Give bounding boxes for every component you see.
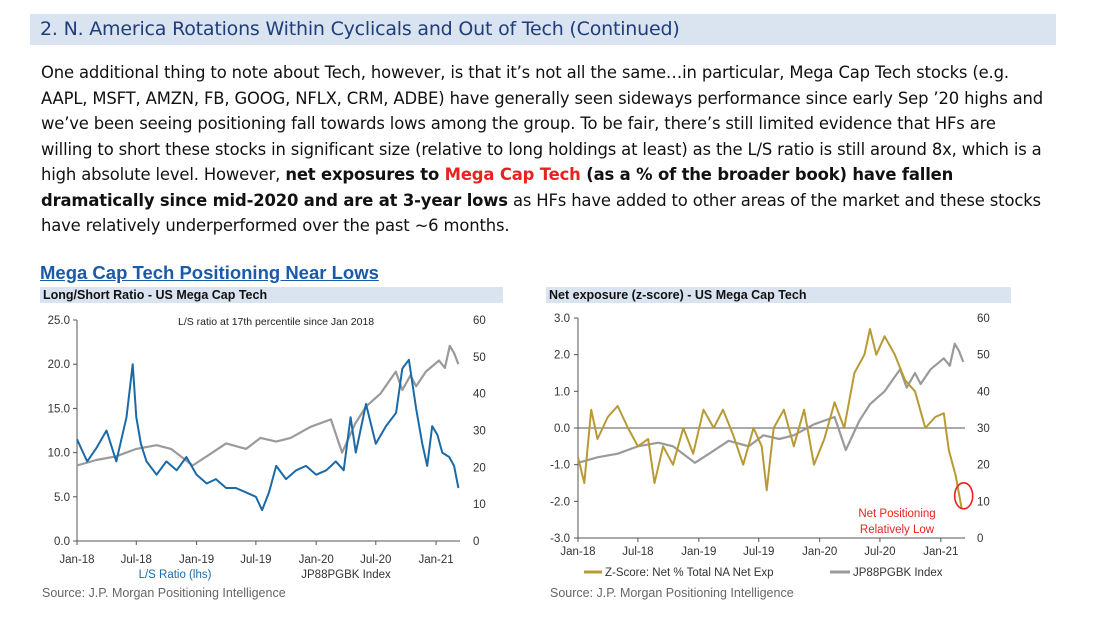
series-line-primary xyxy=(577,328,963,509)
y-tick-label-left: 5.0 xyxy=(54,492,70,504)
legend-index: JP88PGBK Index xyxy=(853,567,943,579)
source-right: Source: J.P. Morgan Positioning Intellig… xyxy=(550,586,794,600)
y-tick-label-left: -1.0 xyxy=(550,460,570,472)
y-tick-label-right: 20 xyxy=(977,460,990,472)
x-tick-label: Jul-18 xyxy=(622,546,653,558)
panel-header-left: Long/Short Ratio - US Mega Cap Tech xyxy=(40,287,503,303)
annotation-line-2: Relatively Low xyxy=(860,524,935,536)
x-tick-label: Jul-19 xyxy=(743,546,774,558)
x-tick-label: Jan-20 xyxy=(802,546,837,558)
section-title: 2. N. America Rotations Within Cyclicals… xyxy=(40,18,680,40)
series-line-primary xyxy=(76,358,460,512)
panel-header-right: Net exposure (z-score) - US Mega Cap Tec… xyxy=(546,287,1011,303)
x-tick-label: Jan-18 xyxy=(59,554,94,566)
highlight-circle xyxy=(953,482,974,510)
series-line-index xyxy=(577,342,965,464)
x-tick-label: Jul-20 xyxy=(360,554,391,566)
x-tick-label: Jul-19 xyxy=(240,554,271,566)
legend-ls-ratio: L/S Ratio (lhs) xyxy=(139,569,212,581)
y-tick-label-right: 50 xyxy=(977,350,990,362)
y-tick-label-left: 2.0 xyxy=(554,350,570,362)
y-tick-label-right: 60 xyxy=(977,313,990,325)
paragraph-text-1: One additional thing to note about Tech,… xyxy=(41,63,1044,184)
y-tick-label-right: 60 xyxy=(473,315,486,327)
y-tick-label-right: 0 xyxy=(473,536,479,548)
x-tick-label: Jul-20 xyxy=(864,546,895,558)
x-tick-label: Jan-21 xyxy=(923,546,958,558)
y-tick-label-left: 10.0 xyxy=(48,448,70,460)
x-tick-label: Jul-18 xyxy=(121,554,152,566)
y-tick-label-right: 0 xyxy=(977,533,983,545)
panel-title-left: Long/Short Ratio - US Mega Cap Tech xyxy=(43,288,268,302)
y-tick-label-right: 40 xyxy=(977,386,990,398)
y-tick-label-left: -2.0 xyxy=(550,496,570,508)
y-tick-label-left: -3.0 xyxy=(550,533,570,545)
paragraph-highlight: Mega Cap Tech xyxy=(444,165,581,184)
chart-annotation: L/S ratio at 17th percentile since Jan 2… xyxy=(178,316,374,328)
paragraph-bold-1: net exposures to xyxy=(285,165,445,184)
y-tick-label-right: 40 xyxy=(473,389,486,401)
paragraph-bold-2: (as a % of the broader book) have fallen… xyxy=(41,165,954,210)
x-tick-label: Jan-19 xyxy=(681,546,716,558)
body-paragraph: One additional thing to note about Tech,… xyxy=(41,60,1051,239)
x-tick-label: Jan-18 xyxy=(560,546,595,558)
figure-title: Mega Cap Tech Positioning Near Lows xyxy=(40,262,379,283)
y-tick-label-left: 15.0 xyxy=(48,403,70,415)
y-tick-label-left: 3.0 xyxy=(554,313,570,325)
legend-zscore: Z-Score: Net % Total NA Net Exp xyxy=(605,567,774,579)
x-tick-label: Jan-20 xyxy=(299,554,334,566)
section-header: 2. N. America Rotations Within Cyclicals… xyxy=(30,14,1056,45)
x-tick-label: Jan-21 xyxy=(418,554,453,566)
y-tick-label-right: 20 xyxy=(473,462,486,474)
x-tick-label: Jan-19 xyxy=(179,554,214,566)
y-tick-label-left: 1.0 xyxy=(554,386,570,398)
y-tick-label-left: 25.0 xyxy=(48,315,70,327)
y-tick-label-right: 50 xyxy=(473,352,486,364)
y-tick-label-right: 30 xyxy=(977,423,990,435)
y-tick-label-left: 0.0 xyxy=(554,423,570,435)
paragraph-text-2: as HFs have added to other areas of the … xyxy=(41,190,1041,236)
y-tick-label-left: 0.0 xyxy=(54,536,70,548)
y-tick-label-right: 30 xyxy=(473,426,486,438)
source-left: Source: J.P. Morgan Positioning Intellig… xyxy=(42,586,286,600)
legend-index: JP88PGBK Index xyxy=(301,569,391,581)
series-line-index xyxy=(76,344,460,467)
y-tick-label-right: 10 xyxy=(473,499,486,511)
panel-title-right: Net exposure (z-score) - US Mega Cap Tec… xyxy=(549,288,807,302)
y-tick-label-right: 10 xyxy=(977,496,990,508)
y-tick-label-left: 20.0 xyxy=(48,359,70,371)
annotation-line-1: Net Positioning xyxy=(858,508,935,520)
